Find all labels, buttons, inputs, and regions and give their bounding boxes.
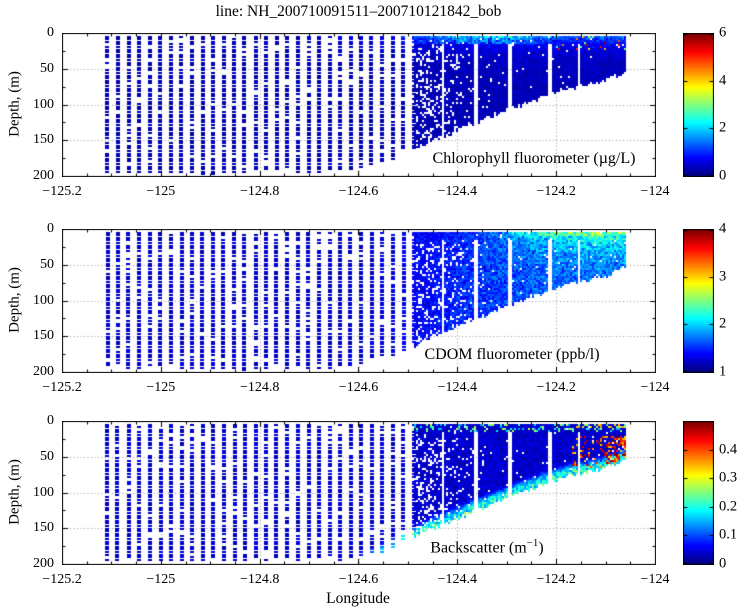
chlorophyll-section-canvas [62,33,656,177]
colorbar-tick-label: 0.1 [719,526,738,543]
y-tick-label: 0 [47,25,54,40]
x-tick-label: −124.6 [338,572,379,587]
colorbar-tick-label: 0.4 [719,441,738,458]
backscatter-colorbar [683,421,714,565]
colorbar-tick-label: 2 [719,315,727,332]
panel-label-backscatter: Backscatter (m−1) [430,537,544,557]
chlorophyll-colorbar [683,33,714,177]
y-tick-label: 150 [33,520,54,536]
x-tick-label: −125.2 [42,572,82,587]
x-tick-label: −125 [146,380,176,395]
colorbar-tick-label: 0.3 [719,469,738,486]
x-tick-label: −125 [146,184,176,199]
colorbar-tick-label: 4 [719,72,727,89]
x-tick-label: −124.8 [239,572,280,587]
colorbar-tick-label: 0 [719,167,727,184]
x-tick-label: −124.4 [437,184,478,199]
x-tick-label: −125.2 [42,380,82,395]
colorbar-tick-label: 2 [719,119,727,136]
cdom-colorbar [683,229,714,373]
y-tick-label: 100 [33,484,54,500]
x-tick-label: −124 [640,380,670,395]
panel-label-cdom: CDOM fluorometer (ppb/l) [424,346,600,363]
y-tick-label: 0 [47,413,54,428]
y-tick-label: 150 [33,132,54,148]
panel-label-chlorophyll: Chlorophyll fluorometer (µg/L) [432,150,636,167]
x-tick-label: −124 [640,184,670,199]
x-tick-label: −124.8 [239,380,280,395]
colorbar-tick-label: 4 [719,220,727,237]
y-tick-label: 200 [33,556,54,571]
x-tick-label: −125 [146,572,176,587]
x-tick-label: −124.6 [338,184,379,199]
x-tick-label: −124.2 [536,184,576,199]
figure-title: line: NH_200710091511–200710121842_bob [215,3,502,20]
y-tick-label: 50 [40,448,54,464]
colorbar-tick-label: 6 [719,24,727,41]
x-tick-label: −124.4 [437,572,478,587]
superscript-exponent: −1 [526,537,539,549]
cdom-section-canvas [62,229,656,373]
x-tick-label: −124.2 [536,572,576,587]
x-tick-label: −125.2 [42,184,82,199]
backscatter-section-canvas [62,421,656,565]
colorbar-tick-label: 3 [719,268,727,285]
y-tick-label: 150 [33,328,54,344]
y-tick-label: 100 [33,292,54,308]
x-tick-label: −124.6 [338,380,379,395]
x-tick-label: −124.4 [437,380,478,395]
colorbar-tick-label: 0 [719,555,727,572]
x-tick-label: −124.2 [536,380,576,395]
longitude-axis-label: Longitude [326,590,390,607]
y-tick-label: 200 [33,168,54,183]
y-tick-label: 200 [33,364,54,379]
x-tick-label: −124 [640,572,670,587]
y-tick-label: 100 [33,96,54,112]
y-tick-label: 0 [47,221,54,236]
colorbar-tick-label: 1 [719,363,727,380]
colorbar-tick-label: 0.2 [719,498,738,515]
y-tick-label: 50 [40,60,54,76]
x-tick-label: −124.8 [239,184,280,199]
y-tick-label: 50 [40,256,54,272]
